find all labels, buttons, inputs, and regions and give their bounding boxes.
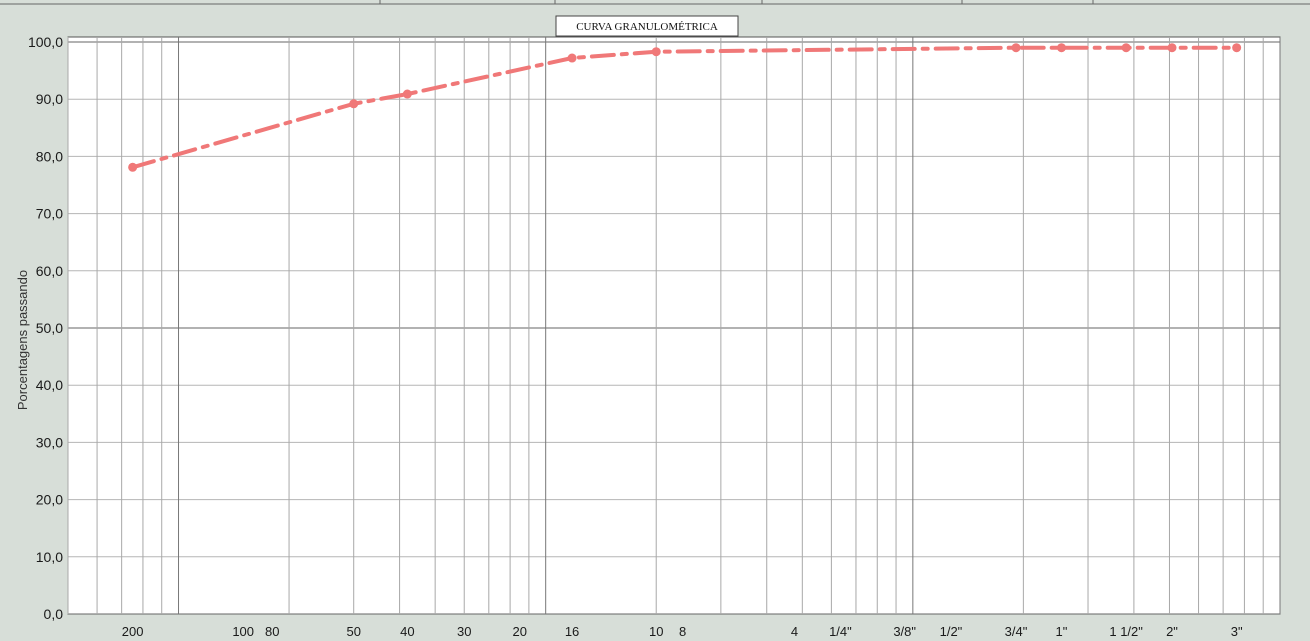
x-tick-label: 100	[232, 624, 254, 639]
x-tick-labels: 200 100 80 50 40 30 20 16 10 8 4 1/4" 1/2" 3/8" 3/4" 1"…	[122, 624, 1243, 639]
data-point	[349, 99, 359, 109]
x-tick-label: 1"	[1056, 624, 1068, 639]
x-tick-label: 20	[513, 624, 527, 639]
y-tick-label: 60,0	[36, 263, 63, 279]
x-tick-label: 8	[679, 624, 686, 639]
x-tick-label: 2"	[1166, 624, 1178, 639]
y-tick-label: 80,0	[36, 148, 63, 164]
x-tick-label: 1 1/2"	[1109, 624, 1143, 639]
x-tick-label: 3"	[1231, 624, 1243, 639]
y-tick-label: 70,0	[36, 206, 63, 222]
data-point	[128, 162, 138, 172]
x-tick-label: 10	[649, 624, 663, 639]
header-row-lines	[0, 0, 1310, 5]
title-box	[555, 15, 739, 37]
y-tick-label: 40,0	[36, 377, 63, 393]
y-tick-label: 100,0	[28, 34, 63, 50]
x-tick-label: 3/8"	[893, 624, 916, 639]
data-point	[402, 89, 412, 99]
grading-curve	[128, 43, 1242, 172]
y-tick-label: 0,0	[44, 606, 64, 622]
data-point	[651, 47, 661, 57]
x-tick-label: 1/4"	[829, 624, 852, 639]
data-point	[1011, 43, 1021, 53]
y-tick-label: 30,0	[36, 434, 63, 450]
vertical-gridlines	[67, 37, 1281, 614]
x-tick-label: 40	[400, 624, 414, 639]
y-tick-labels: 0,0 10,0 20,0 30,0 40,0 50,0 60,0 70,0 80,0 90,0 1…	[28, 34, 63, 622]
data-point	[567, 53, 577, 63]
data-point	[1121, 43, 1131, 53]
plot-area	[67, 36, 1281, 615]
x-tick-label: 3/4"	[1005, 624, 1028, 639]
y-tick-label: 50,0	[36, 320, 63, 336]
x-tick-label: 1/2"	[940, 624, 963, 639]
x-tick-label: 30	[457, 624, 471, 639]
y-tick-label: 10,0	[36, 549, 63, 565]
data-point	[1232, 43, 1242, 53]
data-point	[1056, 43, 1066, 53]
y-tick-label: 90,0	[36, 91, 63, 107]
x-tick-label: 80	[265, 624, 279, 639]
x-tick-label: 50	[346, 624, 360, 639]
horizontal-gridlines	[68, 41, 1280, 615]
x-tick-label: 16	[565, 624, 579, 639]
y-tick-label: 20,0	[36, 492, 63, 508]
y-axis-label: Porcentagens passando	[15, 270, 30, 410]
x-tick-label: 200	[122, 624, 144, 639]
title-box-group: CURVA GRANULOMÉTRICA	[555, 15, 739, 37]
data-point	[1167, 43, 1177, 53]
series-line	[130, 45, 1239, 170]
x-tick-label: 4	[791, 624, 798, 639]
chart-title: CURVA GRANULOMÉTRICA	[576, 21, 718, 33]
